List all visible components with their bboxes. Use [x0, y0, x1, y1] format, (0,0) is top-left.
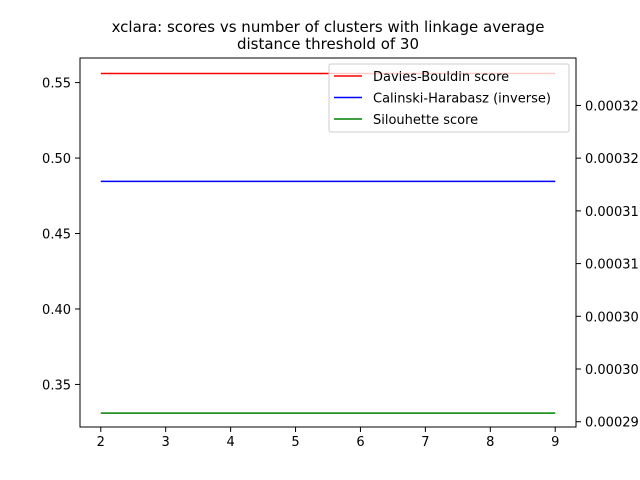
x-tick-label: 5	[291, 435, 299, 450]
x-tick-label: 7	[421, 435, 429, 450]
x-tick-label: 6	[356, 435, 364, 450]
legend-box	[328, 63, 570, 133]
legend-label: Silouhette score	[373, 113, 478, 128]
y-tick-label: 0.50	[42, 152, 71, 167]
x-tick-label: 9	[551, 435, 559, 450]
y2-tick-label: 0.00032	[585, 152, 639, 167]
legend-label: Calinski-Harabasz (inverse)	[373, 92, 551, 107]
x-tick-label: 4	[226, 435, 234, 450]
y-axis-right: 0.00029 0.00030 0.00030 0.00031 0.00031 0.000…	[576, 99, 639, 431]
y-tick-label: 0.45	[42, 228, 71, 243]
legend-label: Davies-Bouldin score	[373, 70, 509, 85]
y2-tick-label: 0.00030	[585, 363, 639, 378]
x-tick-label: 8	[486, 435, 494, 450]
plot-frame	[79, 57, 577, 428]
y2-tick-label: 0.00031	[585, 205, 639, 220]
y-axis-left: 0.35 0.40 0.45 0.50 0.55	[42, 77, 80, 393]
y2-tick-label: 0.00031	[585, 258, 639, 273]
y2-tick-label: 0.00030	[585, 310, 639, 325]
y-tick-label: 0.35	[42, 378, 71, 393]
chart-title-line-2: distance threshold of 30	[237, 35, 419, 53]
y-tick-label: 0.55	[42, 77, 71, 92]
chart-title-line-1: xclara: scores vs number of clusters wit…	[112, 18, 545, 36]
x-tick-label: 3	[162, 435, 170, 450]
y2-tick-label: 0.00029	[585, 416, 639, 431]
y-tick-label: 0.40	[42, 303, 71, 318]
y2-tick-label: 0.00032	[585, 99, 639, 114]
x-tick-label: 2	[97, 435, 105, 450]
legend: Davies-Bouldin score Calinski-Harabasz (i…	[328, 63, 570, 133]
x-axis: 2 3 4 5 6 7 8 9	[97, 427, 559, 450]
